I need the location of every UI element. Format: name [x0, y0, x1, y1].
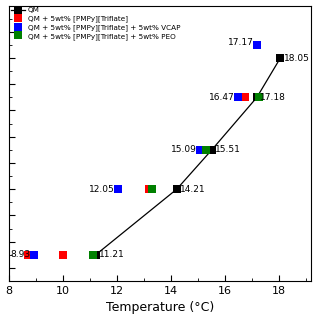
Text: 17.18: 17.18	[260, 93, 286, 102]
QM	[278, 56, 282, 60]
Legend: QM, QM + 5wt% [PMPy][Triflate], QM + 5wt% [PMPy][Triflate] + 5wt% VCAP, QM + 5wt: QM, QM + 5wt% [PMPy][Triflate], QM + 5wt…	[9, 5, 182, 41]
QM	[210, 148, 214, 152]
Text: 12.05: 12.05	[89, 185, 115, 194]
Line: QM: QM	[92, 54, 284, 259]
QM + 5wt% [PMPy][Triflate] + 5wt% PEO	[150, 187, 154, 191]
QM + 5wt% [PMPy][Triflate] + 5wt% VCAP	[236, 95, 240, 99]
Text: 11.21: 11.21	[99, 250, 125, 259]
QM + 5wt% [PMPy][Triflate] + 5wt% PEO	[257, 95, 261, 99]
Line: QM + 5wt% [PMPy][Triflate]: QM + 5wt% [PMPy][Triflate]	[24, 93, 249, 259]
QM	[175, 187, 179, 191]
Text: 15.51: 15.51	[215, 145, 241, 154]
QM + 5wt% [PMPy][Triflate] + 5wt% VCAP	[32, 253, 36, 257]
QM + 5wt% [PMPy][Triflate]	[148, 187, 151, 191]
Text: 17.17: 17.17	[228, 38, 253, 47]
QM + 5wt% [PMPy][Triflate]	[26, 253, 30, 257]
X-axis label: Temperature (°C): Temperature (°C)	[106, 301, 214, 315]
Line: QM + 5wt% [PMPy][Triflate] + 5wt% PEO: QM + 5wt% [PMPy][Triflate] + 5wt% PEO	[89, 93, 263, 259]
QM + 5wt% [PMPy][Triflate] + 5wt% VCAP	[198, 148, 202, 152]
QM + 5wt% [PMPy][Triflate] + 5wt% PEO	[91, 253, 95, 257]
Text: 18.05: 18.05	[284, 53, 309, 62]
QM + 5wt% [PMPy][Triflate] + 5wt% PEO	[204, 148, 208, 152]
Text: 16.47: 16.47	[209, 93, 235, 102]
QM + 5wt% [PMPy][Triflate]	[61, 253, 65, 257]
QM + 5wt% [PMPy][Triflate] + 5wt% VCAP	[116, 187, 120, 191]
Text: 14.21: 14.21	[180, 185, 205, 194]
Line: QM + 5wt% [PMPy][Triflate] + 5wt% VCAP: QM + 5wt% [PMPy][Triflate] + 5wt% VCAP	[30, 41, 261, 259]
QM	[94, 253, 98, 257]
Text: 15.09: 15.09	[171, 145, 197, 154]
QM + 5wt% [PMPy][Triflate] + 5wt% VCAP	[255, 43, 259, 47]
QM	[255, 95, 259, 99]
QM + 5wt% [PMPy][Triflate]	[243, 95, 247, 99]
Text: 8.93: 8.93	[11, 250, 31, 259]
